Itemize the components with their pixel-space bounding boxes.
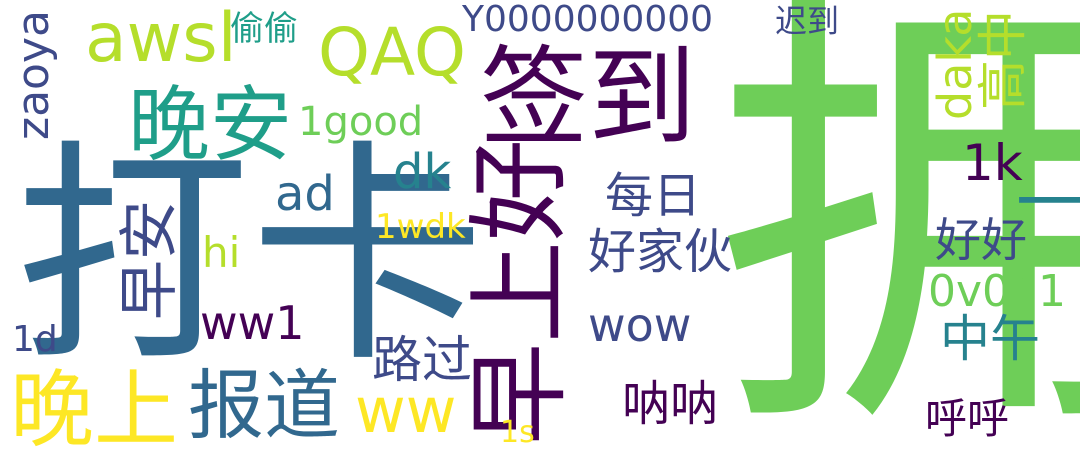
word-zaoan: 早安 — [115, 200, 185, 320]
word-yong: 拥 — [715, 0, 1080, 463]
word-nana: 呐呐 — [622, 376, 719, 432]
word-1good: 1good — [298, 99, 424, 145]
word-wanshang: 晚上 — [10, 361, 179, 459]
word-1k: 1k — [962, 134, 1023, 192]
word-ww: ww — [355, 374, 457, 447]
word-1s: 1s — [500, 415, 535, 450]
word-zaoya: zaoya — [8, 10, 59, 140]
word-meiri: 每日 — [605, 168, 702, 224]
word-hufu: 呼呼 — [925, 394, 1010, 443]
word-daka-latin: daka — [928, 8, 982, 120]
word-baodao: 报道 — [188, 361, 340, 450]
word-haojiahuo: 好家伙 — [588, 224, 733, 280]
word-wanan: 晚安 — [128, 78, 293, 173]
word-daka: 打卡 — [15, 121, 485, 394]
word-toutou: 偷偷 — [230, 9, 298, 49]
word-luguo: 路过 — [372, 331, 472, 389]
word-dash: 一 — [1016, 162, 1080, 244]
word-1d: 1d — [12, 319, 58, 360]
word-zhongwu: 中午 — [940, 310, 1040, 368]
word-1wdk: 1wdk — [375, 207, 466, 247]
word-ad: ad — [275, 166, 335, 222]
word-gaozhong: 高中 — [974, 10, 1032, 110]
word-0v011: 0v011 — [928, 266, 1067, 317]
word-ww1: ww1 — [200, 296, 305, 350]
word-qiandao: 签到 — [480, 36, 697, 161]
word-y0000000000: Y0000000000 — [462, 0, 714, 40]
word-qaq: QAQ — [318, 14, 466, 91]
word-dk: dk — [393, 144, 452, 200]
word-awsl: awsl — [85, 0, 237, 78]
word-chidao: 迟到 — [775, 2, 840, 40]
word-zaoshanghao: 早上好 — [461, 139, 580, 445]
word-wow: wow — [588, 298, 692, 352]
word-hi: hi — [202, 228, 241, 277]
word-haohao: 好好 — [935, 213, 1027, 267]
